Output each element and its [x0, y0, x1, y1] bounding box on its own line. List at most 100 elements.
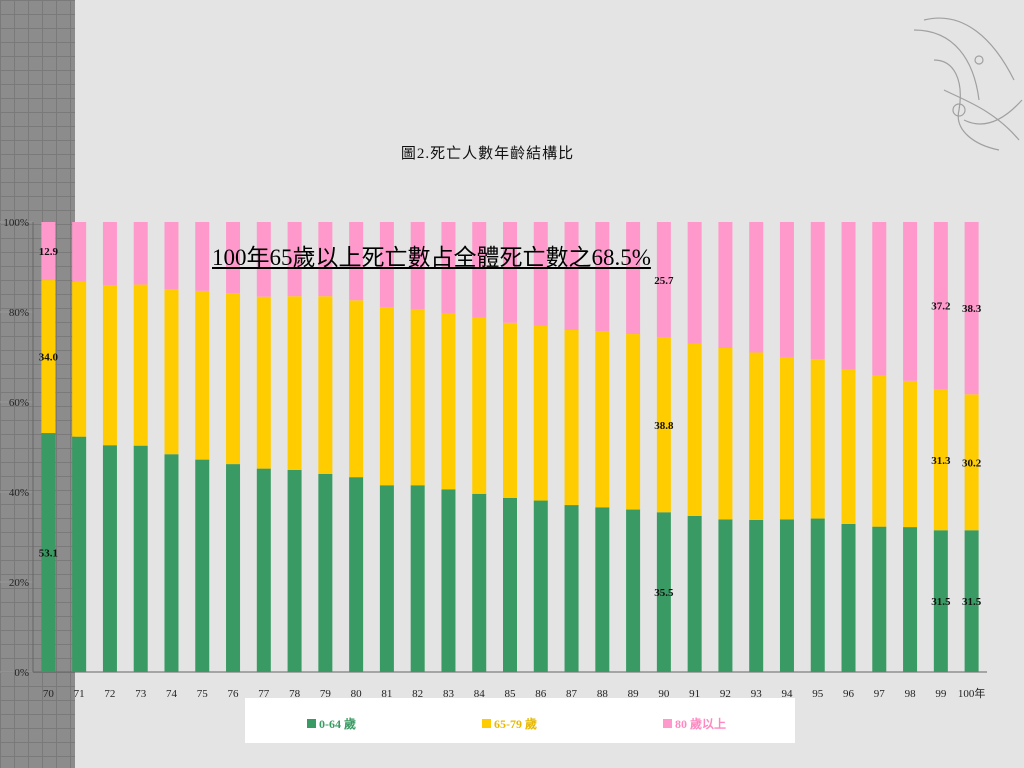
bar-mid	[349, 300, 364, 478]
legend-item-old: 80 歲以上	[663, 715, 726, 732]
x-tick-label: 87	[566, 688, 578, 700]
bar-mid	[287, 296, 302, 470]
bar-old	[72, 222, 87, 282]
y-tick-label: 100%	[3, 217, 29, 229]
x-tick-label: 85	[505, 688, 517, 700]
bar-old	[441, 222, 456, 314]
bar-old	[318, 222, 333, 297]
bar-mid	[872, 375, 887, 527]
bar-old	[195, 222, 210, 291]
chart-title: 圖2.死亡人數年齡結構比	[400, 146, 575, 162]
bar-old	[256, 222, 271, 297]
legend-swatch-mid	[482, 719, 491, 728]
x-tick-label: 95	[812, 688, 824, 700]
data-label: 53.1	[39, 548, 58, 560]
bar-mid	[441, 313, 456, 490]
bar-mid	[318, 296, 333, 474]
bar-young	[256, 468, 271, 672]
x-tick-label: 70	[43, 688, 55, 700]
bar-mid	[718, 348, 733, 520]
bar-young	[595, 507, 610, 672]
bar-old	[102, 222, 117, 285]
bar-young	[287, 469, 302, 672]
bar-young	[72, 436, 87, 672]
bar-mid	[687, 343, 702, 516]
x-tick-label: 74	[166, 688, 178, 700]
bar-young	[503, 497, 517, 672]
decorative-butterfly-ornament	[913, 17, 1023, 151]
x-tick-label: 72	[104, 688, 115, 700]
bar-old	[718, 222, 733, 348]
bar-young	[718, 519, 733, 672]
bar-mid	[256, 296, 271, 469]
bar-young	[164, 454, 179, 672]
bar-young	[626, 509, 641, 672]
bar-mid	[810, 359, 825, 519]
x-tick-label: 97	[874, 688, 886, 700]
x-tick-label: 98	[905, 688, 917, 700]
bar-mid	[903, 380, 918, 528]
legend-item-mid: 65-79 歲	[482, 715, 537, 732]
legend-swatch-young	[307, 719, 316, 728]
x-tick-label: 99	[935, 688, 947, 700]
x-tick-label: 73	[135, 688, 147, 700]
x-tick-label: 93	[751, 688, 763, 700]
bar-young	[872, 526, 887, 672]
bar-young	[564, 505, 579, 672]
x-tick-label: 84	[474, 688, 486, 700]
x-tick-label: 79	[320, 688, 332, 700]
x-tick-label: 75	[197, 688, 209, 700]
bar-young	[810, 518, 825, 672]
data-label: 34.0	[39, 352, 59, 364]
x-tick-label: 89	[628, 688, 640, 700]
bar-mid	[72, 281, 87, 437]
bar-young	[133, 445, 148, 672]
bar-young	[41, 433, 56, 672]
bar-old	[133, 222, 148, 285]
bar-old	[410, 222, 425, 310]
bar-mid	[195, 290, 210, 460]
y-tick-label: 20%	[9, 577, 29, 589]
legend-item-young: 0-64 歲	[307, 715, 356, 732]
x-tick-label: 94	[781, 688, 793, 700]
bar-old	[841, 222, 856, 370]
bar-old	[503, 222, 517, 323]
bar-young	[933, 530, 948, 672]
bar-old	[903, 222, 918, 381]
bar-old	[779, 222, 794, 358]
data-label: 38.8	[654, 420, 674, 432]
bar-old	[749, 222, 764, 353]
bar-old	[533, 222, 548, 326]
bar-old	[379, 222, 394, 308]
bar-old	[872, 222, 887, 376]
data-label: 35.5	[654, 587, 674, 599]
bar-mid	[841, 369, 856, 524]
bar-young	[903, 527, 918, 672]
x-tick-label: 76	[228, 688, 240, 700]
bar-young	[349, 477, 364, 672]
bar-mid	[964, 394, 979, 531]
legend-label-young: 0-64 歲	[319, 717, 356, 731]
data-label: 31.5	[962, 596, 982, 608]
bar-old	[41, 222, 56, 281]
bar-young	[841, 523, 856, 672]
data-label: 31.3	[931, 455, 951, 467]
bar-mid	[656, 337, 671, 513]
x-tick-label: 82	[412, 688, 423, 700]
chart-annotation: 100年65歲以上死亡數占全體死亡數之68.5%	[212, 245, 651, 270]
x-tick-label: 88	[597, 688, 609, 700]
bar-young	[779, 519, 794, 672]
bar-mid	[133, 284, 148, 446]
bar-mid	[564, 330, 579, 506]
left-decorative-strip	[0, 0, 75, 768]
bar-mid	[779, 357, 794, 520]
bar-old	[810, 222, 825, 360]
bar-young	[687, 515, 702, 672]
data-label: 30.2	[962, 457, 982, 469]
y-tick-label: 80%	[9, 307, 29, 319]
chart-legend: 0-64 歲 65-79 歲 80 歲以上	[245, 698, 795, 743]
bar-old	[564, 222, 579, 330]
bar-young	[410, 485, 425, 672]
bar-mid	[595, 331, 610, 508]
